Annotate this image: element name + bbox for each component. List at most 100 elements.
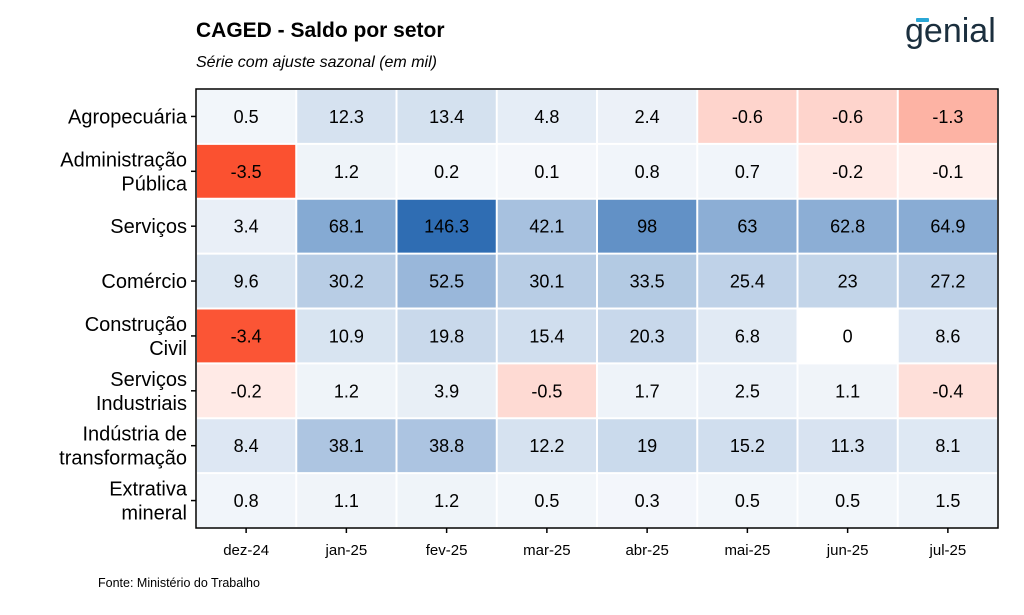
heatmap-cell	[898, 419, 997, 473]
heatmap-cell	[798, 90, 897, 143]
heatmap-cell	[497, 254, 596, 308]
heatmap-cell	[598, 254, 697, 308]
cell-value-label: 1.1	[835, 381, 860, 401]
heatmap-cell	[598, 309, 697, 363]
cell-value-label: 63	[737, 217, 757, 237]
cell-value-label: 52.5	[429, 272, 464, 292]
heatmap-cell	[798, 364, 897, 418]
cell-value-label: 0.5	[835, 491, 860, 511]
cell-value-label: 13.4	[429, 107, 464, 127]
heatmap-cell	[397, 419, 496, 473]
cell-value-label: 6.8	[735, 326, 760, 346]
cell-value-label: 98	[637, 217, 657, 237]
cell-value-label: -1.3	[932, 107, 963, 127]
heatmap-cell	[698, 90, 797, 143]
cell-value-label: -0.4	[932, 381, 963, 401]
cell-value-label: -0.6	[832, 107, 863, 127]
cell-value-label: 9.6	[234, 272, 259, 292]
cell-value-label: 64.9	[930, 217, 965, 237]
heatmap-cell	[798, 309, 897, 363]
heatmap-cell	[497, 199, 596, 253]
heatmap-cell	[698, 474, 797, 527]
heatmap-cell	[197, 309, 296, 363]
heatmap-cell	[297, 199, 396, 253]
heatmap-cell	[397, 309, 496, 363]
cell-value-label: 0	[843, 326, 853, 346]
heatmap-cell	[798, 474, 897, 527]
heatmap-cell	[898, 254, 997, 308]
cell-value-label: 12.2	[529, 436, 564, 456]
heatmap-cell	[397, 199, 496, 253]
plot-frame	[195, 88, 999, 529]
cell-value-label: 38.1	[329, 436, 364, 456]
heatmap-cell	[197, 254, 296, 308]
heatmap-cell	[197, 90, 296, 143]
cell-value-label: 1.5	[935, 491, 960, 511]
cell-value-label: 0.5	[735, 491, 760, 511]
cell-value-label: 0.8	[635, 162, 660, 182]
cell-value-label: 1.7	[635, 381, 660, 401]
cell-value-label: 38.8	[429, 436, 464, 456]
heatmap-cell	[598, 419, 697, 473]
cell-value-label: -0.2	[231, 381, 262, 401]
y-tick-label: Serviços	[110, 216, 187, 238]
heatmap-cell	[197, 364, 296, 418]
heatmap-cell	[497, 90, 596, 143]
heatmap-cell	[197, 144, 296, 198]
x-tick-label: jun-25	[826, 542, 869, 559]
heatmap-cell	[698, 254, 797, 308]
chart-subtitle: Série com ajuste sazonal (em mil)	[196, 54, 437, 71]
heatmap-cell	[497, 144, 596, 198]
heatmap-cell	[497, 364, 596, 418]
cell-value-label: 146.3	[424, 217, 469, 237]
cell-value-label: -3.5	[231, 162, 262, 182]
cell-value-label: 1.1	[334, 491, 359, 511]
x-tick-label: jul-25	[929, 542, 967, 559]
y-tick-label: Indústria de	[82, 424, 187, 446]
cell-value-label: 0.8	[234, 491, 259, 511]
cell-value-label: -0.2	[832, 162, 863, 182]
cell-value-label: 25.4	[730, 272, 765, 292]
cell-value-label: 15.4	[529, 326, 564, 346]
heatmap-cell	[497, 474, 596, 527]
cell-value-label: -0.6	[732, 107, 763, 127]
cell-value-label: 3.9	[434, 381, 459, 401]
heatmap-cell	[898, 199, 997, 253]
cell-value-label: 8.1	[935, 436, 960, 456]
cell-value-label: 15.2	[730, 436, 765, 456]
heatmap-cell	[698, 199, 797, 253]
y-tick-label: Agropecuária	[68, 106, 188, 128]
heatmap-cell	[898, 474, 997, 527]
brand-logo-accent	[916, 18, 929, 22]
cell-value-label: 23	[838, 272, 858, 292]
cell-value-label: 1.2	[434, 491, 459, 511]
x-tick-label: jan-25	[325, 542, 368, 559]
x-tick-label: dez-24	[223, 542, 269, 559]
cell-value-label: 8.4	[234, 436, 259, 456]
x-tick-label: mai-25	[724, 542, 770, 559]
heatmap-cell	[598, 474, 697, 527]
cell-value-label: 30.1	[529, 272, 564, 292]
cell-value-label: 19	[637, 436, 657, 456]
heatmap-cell	[197, 474, 296, 527]
heatmap-cell	[397, 90, 496, 143]
cell-value-label: 12.3	[329, 107, 364, 127]
heatmap-cell	[397, 474, 496, 527]
heatmap-cell	[698, 364, 797, 418]
heatmap-cell	[598, 90, 697, 143]
cell-value-label: -0.5	[531, 381, 562, 401]
cell-value-label: 30.2	[329, 272, 364, 292]
y-tick-label: Construção	[85, 314, 187, 336]
cell-value-label: 33.5	[630, 272, 665, 292]
heatmap-cell	[598, 144, 697, 198]
cell-value-label: 2.5	[735, 381, 760, 401]
cell-value-label: 42.1	[529, 217, 564, 237]
cell-value-label: 11.3	[831, 436, 865, 456]
y-tick-label: Industriais	[96, 393, 187, 415]
heatmap-cell	[898, 144, 997, 198]
heatmap-cell	[898, 309, 997, 363]
cell-value-label: 3.4	[234, 217, 259, 237]
heatmap-cell	[197, 419, 296, 473]
heatmap-cell	[197, 199, 296, 253]
